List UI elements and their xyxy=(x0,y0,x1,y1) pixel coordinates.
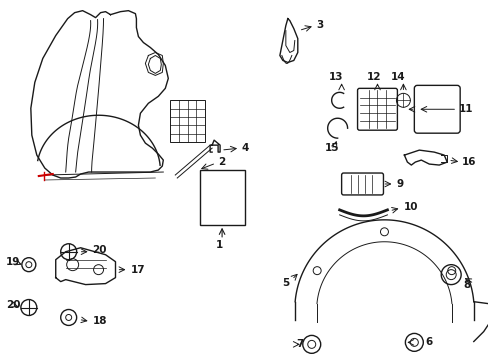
Text: 5: 5 xyxy=(281,278,288,288)
Text: 20: 20 xyxy=(6,300,20,310)
Text: 9: 9 xyxy=(396,179,403,189)
Text: 13: 13 xyxy=(328,72,342,82)
Text: 15: 15 xyxy=(324,143,338,153)
Text: 6: 6 xyxy=(425,337,432,347)
Text: 18: 18 xyxy=(92,316,107,327)
Text: 20: 20 xyxy=(92,245,107,255)
Text: 11: 11 xyxy=(458,104,473,114)
Text: 16: 16 xyxy=(461,157,476,167)
Text: 4: 4 xyxy=(241,143,248,153)
Text: 10: 10 xyxy=(403,202,417,212)
Text: 2: 2 xyxy=(218,157,225,167)
Text: 12: 12 xyxy=(366,72,381,82)
Text: 7: 7 xyxy=(295,339,303,349)
Text: 3: 3 xyxy=(316,19,324,30)
Text: 14: 14 xyxy=(390,72,405,82)
Text: 19: 19 xyxy=(6,257,20,267)
Text: 1: 1 xyxy=(215,240,222,250)
Text: 8: 8 xyxy=(462,280,469,289)
Text: 17: 17 xyxy=(130,265,145,275)
